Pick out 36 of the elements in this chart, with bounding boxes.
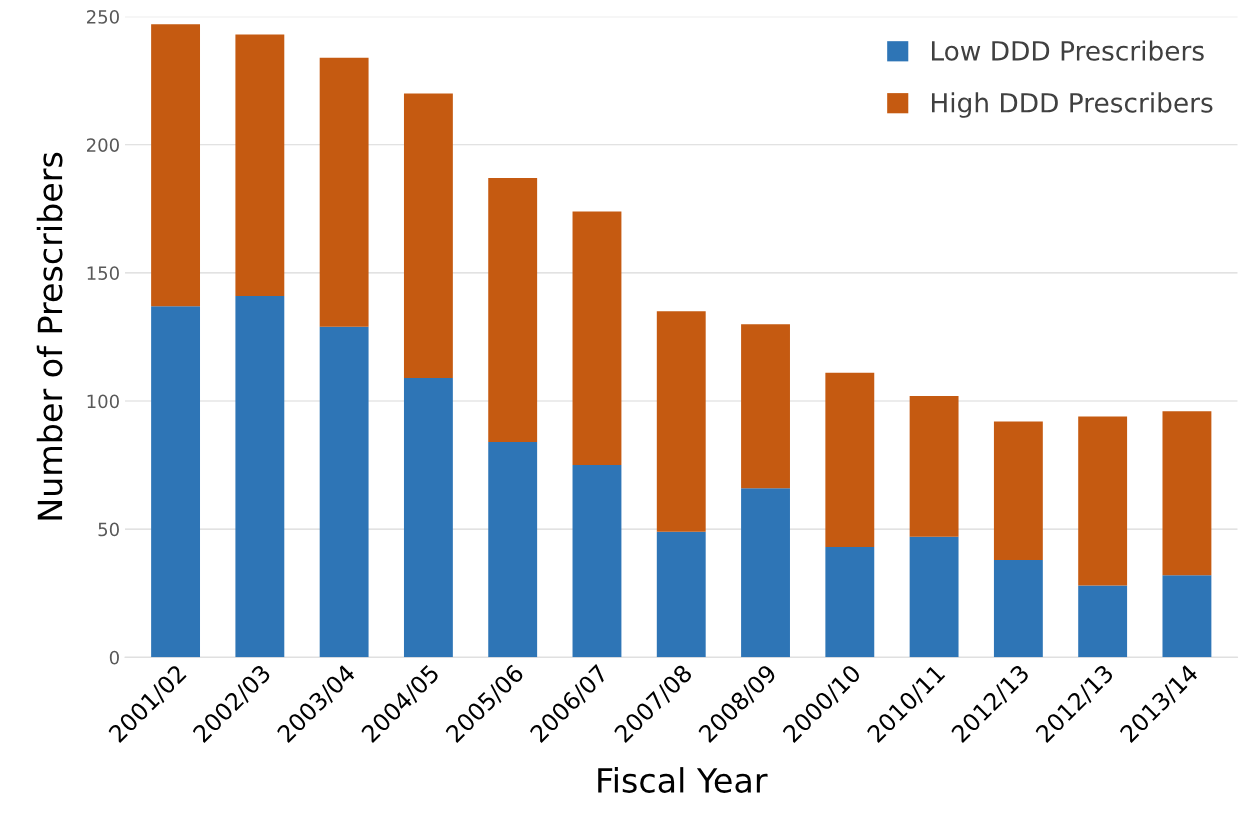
bar (741, 324, 790, 489)
y-tick-label: 150 (87, 266, 119, 281)
y-tick-label: 50 (98, 522, 119, 537)
bar (1162, 411, 1212, 576)
bar (909, 395, 959, 537)
bar (572, 465, 622, 658)
bar (1078, 585, 1128, 658)
bar (488, 178, 538, 443)
y-tick-label: 0 (109, 650, 119, 665)
bar (1078, 416, 1128, 586)
bar (235, 295, 285, 658)
bar (488, 442, 538, 658)
bar (993, 559, 1043, 658)
bar (572, 211, 622, 466)
bar (403, 93, 453, 378)
x-axis-title: Fiscal Year (598, 767, 768, 793)
bar (656, 531, 706, 658)
legend-label: Low DDD Prescribers (931, 40, 1204, 61)
bar (235, 34, 285, 296)
y-tick-label: 200 (87, 138, 119, 152)
bar (825, 372, 875, 548)
bar (1162, 575, 1212, 658)
bar (319, 57, 369, 327)
bar (741, 488, 790, 658)
bar (151, 306, 201, 658)
bar (656, 311, 706, 532)
y-axis-title: Number of Prescribers (36, 152, 63, 520)
bar (319, 326, 369, 658)
y-tick-label: 100 (87, 394, 119, 409)
bar (825, 547, 875, 658)
y-tick-label: 250 (87, 10, 119, 24)
bar (151, 24, 201, 307)
legend-label: High DDD Prescribers (931, 92, 1213, 118)
bar (403, 377, 453, 658)
bar (909, 536, 959, 658)
bar (993, 421, 1043, 560)
